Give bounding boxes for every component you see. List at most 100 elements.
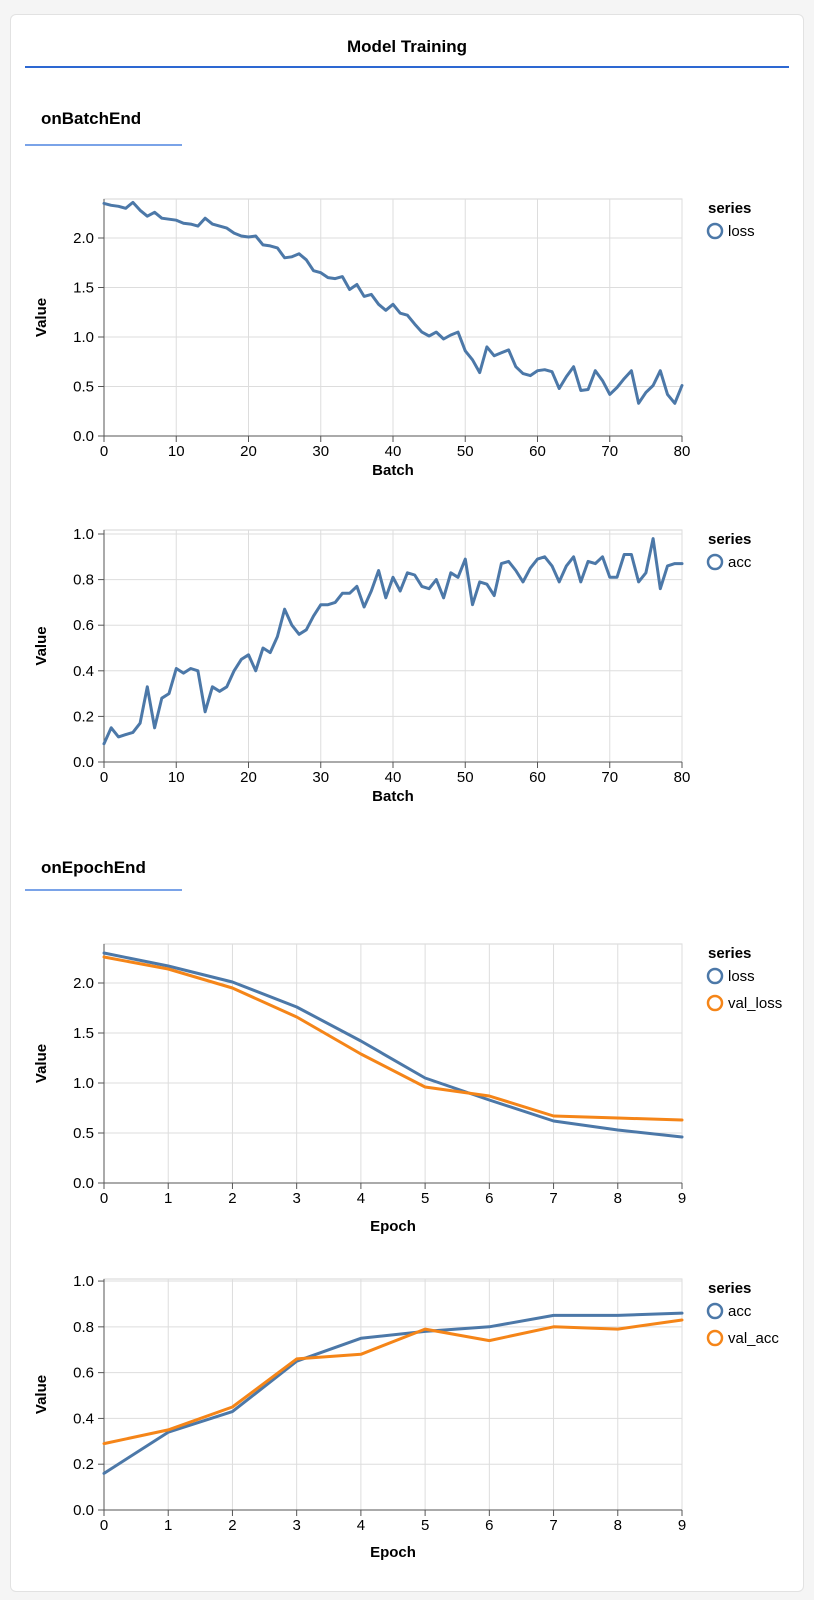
svg-text:80: 80 — [674, 443, 691, 460]
svg-text:2: 2 — [228, 1190, 236, 1207]
svg-text:0.2: 0.2 — [73, 1456, 94, 1473]
svg-text:1.5: 1.5 — [73, 1025, 94, 1042]
svg-text:30: 30 — [312, 443, 329, 460]
svg-text:1.0: 1.0 — [73, 329, 94, 346]
charts-canvas: 0 10 20 30 40 50 60 70 800.00.51.01.52.0BatchVal… — [33, 198, 782, 1561]
legend: series loss — [706, 200, 755, 240]
svg-text:2.0: 2.0 — [73, 230, 94, 247]
gridlines — [104, 1279, 683, 1510]
legend-symbol-loss — [706, 967, 724, 985]
svg-text:1: 1 — [164, 1517, 172, 1534]
svg-text:10: 10 — [168, 443, 185, 460]
svg-text:0: 0 — [100, 1190, 108, 1207]
legend: series acc — [706, 531, 752, 571]
series-line-acc — [102, 1311, 684, 1475]
legend-title: series — [708, 945, 751, 962]
svg-text:0.5: 0.5 — [73, 1125, 94, 1142]
svg-text:1.5: 1.5 — [73, 280, 94, 297]
y-axis-title: Value — [33, 1375, 50, 1414]
legend-label-loss: loss — [728, 968, 755, 985]
legend-title: series — [708, 200, 751, 217]
svg-text:20: 20 — [240, 443, 257, 460]
axes — [98, 530, 683, 768]
plot-border — [103, 1278, 683, 1511]
svg-text:0.4: 0.4 — [73, 1410, 94, 1427]
y-axis-title: Value — [33, 298, 50, 337]
svg-text:8: 8 — [614, 1517, 622, 1534]
chart-epoch-acc: 0 1 2 3 4 5 6 7 8 9 0.0 0.2 0.4 0.6 0.8 1.0 Epoch Value se… — [33, 1273, 779, 1561]
svg-text:0: 0 — [100, 769, 108, 786]
svg-text:2.0: 2.0 — [73, 975, 94, 992]
series-line-acc — [102, 537, 684, 746]
title-underline — [25, 66, 789, 68]
svg-text:5: 5 — [421, 1190, 429, 1207]
svg-text:1.0: 1.0 — [73, 1075, 94, 1092]
svg-text:50: 50 — [457, 769, 474, 786]
svg-text:6: 6 — [485, 1190, 493, 1207]
svg-text:0.8: 0.8 — [73, 572, 94, 589]
svg-text:70: 70 — [601, 443, 618, 460]
svg-text:7: 7 — [549, 1190, 557, 1207]
gridlines — [104, 530, 683, 762]
svg-text:40: 40 — [385, 769, 402, 786]
page-title: Model Training — [347, 37, 467, 56]
series-line-val_acc — [102, 1318, 684, 1446]
svg-text:0: 0 — [100, 443, 108, 460]
legend-symbol-loss — [706, 222, 724, 240]
svg-text:0.0: 0.0 — [73, 1502, 94, 1519]
svg-text:8: 8 — [614, 1190, 622, 1207]
x-axis-title: Batch — [372, 788, 414, 805]
svg-text:4: 4 — [357, 1190, 365, 1207]
axes — [98, 944, 683, 1189]
legend-title: series — [708, 1280, 751, 1297]
svg-text:2: 2 — [228, 1517, 236, 1534]
tick-labels: 0 10 20 30 40 50 60 70 80 0.0 0.5 1.0 1.5 2.0 — [73, 230, 690, 460]
svg-text:3: 3 — [292, 1190, 300, 1207]
tick-labels: 0 1 2 3 4 5 6 7 8 9 0.0 0.5 1.0 1.5 2.0 — [73, 975, 686, 1207]
svg-text:0.8: 0.8 — [73, 1319, 94, 1336]
svg-text:1.0: 1.0 — [73, 1273, 94, 1290]
svg-text:0.0: 0.0 — [73, 428, 94, 445]
legend-symbol-val_acc — [706, 1329, 724, 1347]
plot-border — [103, 943, 683, 1184]
tick-labels: 0 10 20 30 40 50 60 70 80 0.0 0.2 0.4 0.6 0.8 1.0 — [73, 526, 690, 786]
svg-text:80: 80 — [674, 769, 691, 786]
chart-batch-loss: 0 10 20 30 40 50 60 70 80 0.0 0.5 1.0 1.5 2.0 Batch Val… — [33, 198, 755, 479]
legend-symbol-val_loss — [706, 994, 724, 1012]
svg-text:0.0: 0.0 — [73, 1175, 94, 1192]
gridlines — [104, 944, 683, 1183]
legend-label-acc: acc — [728, 1303, 752, 1320]
x-axis-title: Batch — [372, 462, 414, 479]
section-heading-onbatchend: onBatchEnd — [41, 109, 142, 128]
svg-text:0.0: 0.0 — [73, 754, 94, 771]
svg-text:0.2: 0.2 — [73, 708, 94, 725]
gridlines — [104, 199, 683, 436]
x-axis-title: Epoch — [370, 1544, 416, 1561]
legend-title: series — [708, 531, 751, 548]
legend: series acc val_acc — [706, 1280, 779, 1347]
svg-text:4: 4 — [357, 1517, 365, 1534]
section-underline-onbatchend — [25, 144, 182, 146]
svg-text:10: 10 — [168, 769, 185, 786]
svg-text:0.6: 0.6 — [73, 617, 94, 634]
axes — [98, 199, 683, 442]
axes — [98, 1279, 683, 1516]
svg-text:70: 70 — [601, 769, 618, 786]
legend-symbol-acc — [706, 1302, 724, 1320]
y-axis-title: Value — [33, 1044, 50, 1083]
svg-text:7: 7 — [549, 1517, 557, 1534]
svg-text:40: 40 — [385, 443, 402, 460]
legend-label-val_acc: val_acc — [728, 1330, 779, 1347]
section-heading-onepochend: onEpochEnd — [41, 858, 146, 877]
section-underline-onepochend — [25, 889, 182, 891]
series-line-loss — [102, 200, 684, 405]
svg-text:3: 3 — [292, 1517, 300, 1534]
svg-text:60: 60 — [529, 443, 546, 460]
svg-text:60: 60 — [529, 769, 546, 786]
svg-text:0.6: 0.6 — [73, 1365, 94, 1382]
legend-label-val_loss: val_loss — [728, 995, 782, 1012]
svg-text:1: 1 — [164, 1190, 172, 1207]
svg-text:1.0: 1.0 — [73, 526, 94, 543]
svg-text:30: 30 — [312, 769, 329, 786]
series-line-loss — [102, 951, 684, 1139]
